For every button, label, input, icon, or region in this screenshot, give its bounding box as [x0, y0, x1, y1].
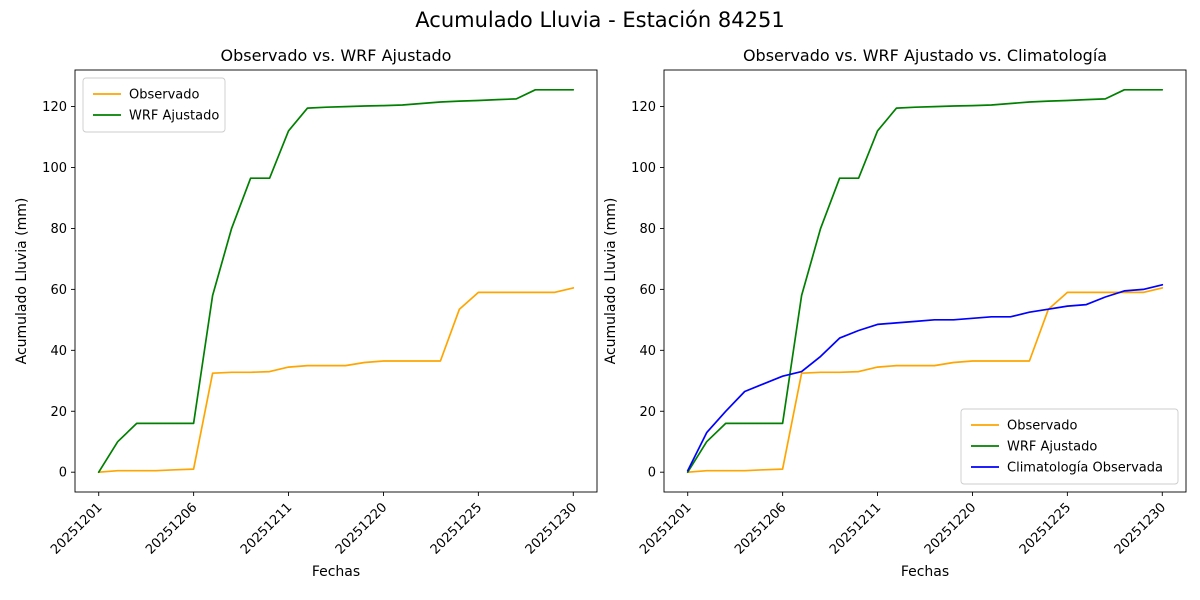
x-tick-label: 20251206 — [143, 500, 200, 557]
y-tick-label: 40 — [639, 344, 656, 359]
x-tick-label: 20251201 — [48, 500, 105, 557]
y-tick-label: 60 — [639, 283, 656, 298]
figure-title: Acumulado Lluvia - Estación 84251 — [415, 8, 785, 32]
legend-box — [960, 408, 1179, 485]
legend: Observado WRF Ajustado Climatología Observ… — [960, 408, 1179, 485]
y-tick-label: 40 — [50, 344, 67, 359]
y-tick-label: 20 — [639, 405, 656, 420]
x-tick-label: 20251220 — [922, 500, 979, 557]
left-chart: 0 20 40 60 80 100 120 20251201 20251206 20251211 2… — [42, 69, 598, 558]
x-tick-label: 20251211 — [827, 500, 884, 557]
legend-box — [82, 77, 226, 133]
x-tick-label: 20251225 — [428, 500, 485, 557]
x-tick-label: 20251220 — [333, 500, 390, 557]
x-tick-label: 20251225 — [1017, 500, 1074, 557]
legend-label-observado: Observado — [1007, 419, 1078, 434]
left-subplot-title: Observado vs. WRF Ajustado — [220, 46, 452, 65]
y-tick-label: 100 — [42, 161, 67, 176]
left-x-axis-label: Fechas — [311, 564, 361, 580]
series-line-observado — [686, 287, 1164, 474]
y-tick-label: 80 — [639, 222, 656, 237]
y-tick-label: 100 — [631, 161, 656, 176]
axes-frame — [663, 69, 1187, 493]
legend-label-climatologia: Climatología Observada — [1007, 461, 1163, 476]
legend-label-wrf: WRF Ajustado — [1007, 440, 1097, 455]
series-line-observado — [97, 287, 575, 474]
right-chart: 0 20 40 60 80 100 120 20251201 20251206 20251211 2… — [631, 69, 1187, 558]
y-tick-label: 20 — [50, 405, 67, 420]
series-line-wrf — [97, 88, 575, 474]
legend-label-wrf: WRF Ajustado — [129, 109, 219, 124]
x-tick-label: 20251201 — [637, 500, 694, 557]
y-tick-label: 80 — [50, 222, 67, 237]
y-tick-label: 60 — [50, 283, 67, 298]
right-subplot-title: Observado vs. WRF Ajustado vs. Climatolo… — [742, 46, 1108, 65]
y-tick-label: 120 — [42, 100, 67, 115]
series-line-wrf — [686, 88, 1164, 474]
y-tick-label: 0 — [648, 466, 656, 481]
legend: Observado WRF Ajustado — [82, 77, 226, 133]
x-tick-label: 20251230 — [523, 500, 580, 557]
x-tick-label: 20251206 — [732, 500, 789, 557]
y-tick-label: 0 — [59, 466, 67, 481]
axes-frame — [74, 69, 598, 493]
legend-label-observado: Observado — [129, 88, 200, 103]
right-x-axis-label: Fechas — [900, 564, 950, 580]
x-tick-label: 20251230 — [1112, 500, 1169, 557]
series-line-climatologia — [686, 283, 1164, 472]
x-tick-label: 20251211 — [238, 500, 295, 557]
y-tick-label: 120 — [631, 100, 656, 115]
